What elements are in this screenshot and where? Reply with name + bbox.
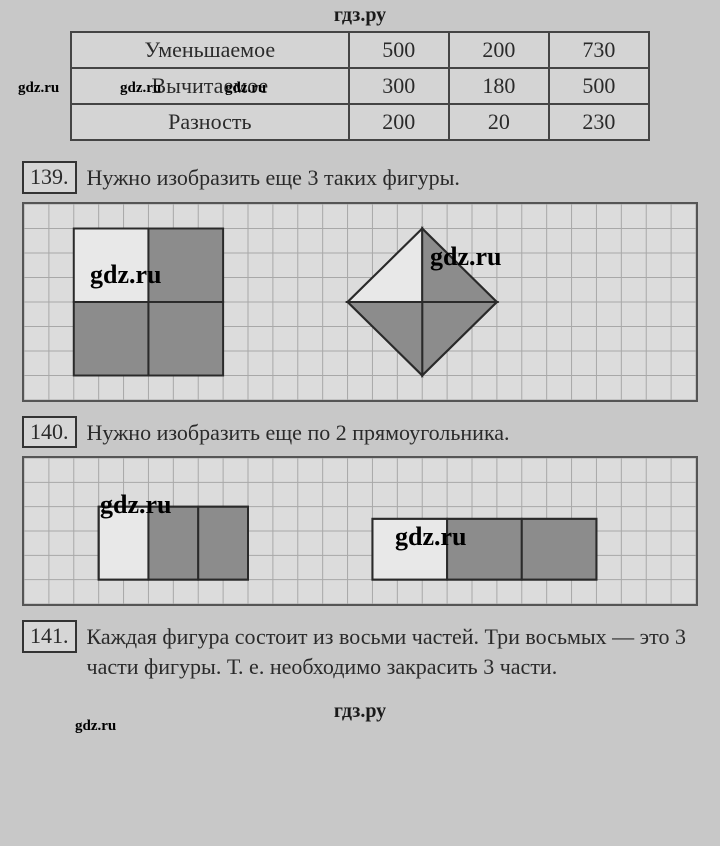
- problem-text: Нужно изобразить еще 3 таких фигуры.: [87, 161, 460, 193]
- problem-number: 140.: [22, 416, 77, 449]
- figure-139-panel: [22, 202, 698, 402]
- table-row-label: Вычитаемое: [71, 68, 349, 104]
- problem-text: Нужно изобразить еще по 2 прямоугольника…: [87, 416, 510, 448]
- problem-139: 139. Нужно изобразить еще 3 таких фигуры…: [22, 161, 698, 402]
- table-cell: 200: [349, 104, 449, 140]
- problem-141: 141. Каждая фигура состоит из восьми час…: [22, 620, 698, 681]
- figure-140-panel: [22, 456, 698, 606]
- table-row-label: Уменьшаемое: [71, 32, 349, 68]
- subtraction-table: Уменьшаемое500200730Вычитаемое300180500Р…: [70, 31, 650, 141]
- problem-number: 141.: [22, 620, 77, 653]
- problem-number: 139.: [22, 161, 77, 194]
- site-footer: гдз.ру: [0, 696, 720, 727]
- table-cell: 730: [549, 32, 649, 68]
- site-header: гдз.ру: [0, 0, 720, 31]
- table-cell: 230: [549, 104, 649, 140]
- table-cell: 20: [449, 104, 549, 140]
- subtraction-table-wrap: Уменьшаемое500200730Вычитаемое300180500Р…: [0, 31, 720, 153]
- table-cell: 200: [449, 32, 549, 68]
- table-cell: 500: [549, 68, 649, 104]
- table-row-label: Разность: [71, 104, 349, 140]
- table-cell: 300: [349, 68, 449, 104]
- table-cell: 180: [449, 68, 549, 104]
- problem-140: 140. Нужно изобразить еще по 2 прямоугол…: [22, 416, 698, 607]
- problem-text: Каждая фигура состоит из восьми частей. …: [87, 620, 699, 681]
- table-cell: 500: [349, 32, 449, 68]
